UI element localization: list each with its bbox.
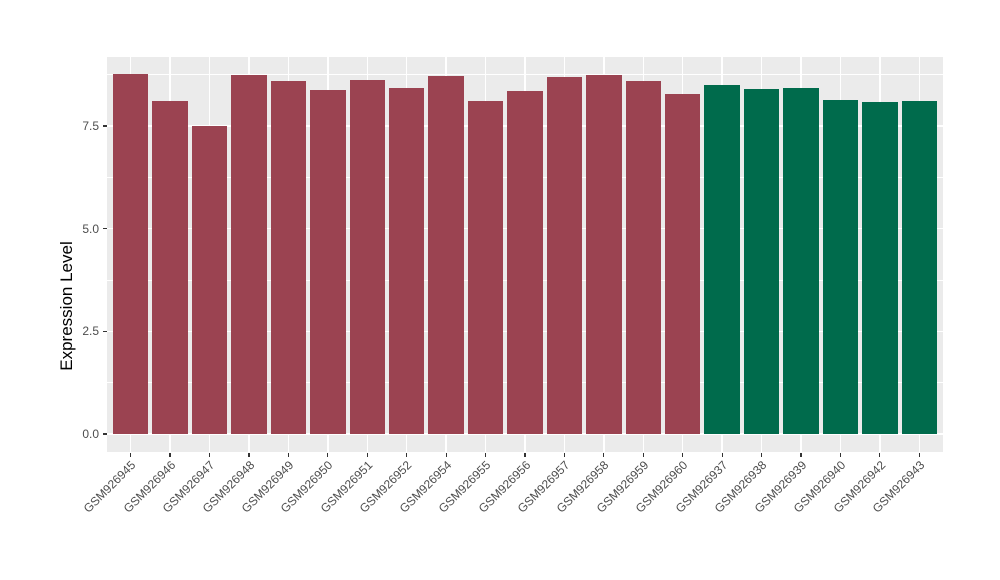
x-tick-mark — [445, 452, 447, 457]
x-tick-mark — [682, 452, 684, 457]
bar-GSM926947 — [191, 125, 228, 434]
x-tick-mark — [603, 452, 605, 457]
x-tick-mark — [721, 452, 723, 457]
x-tick-mark — [366, 452, 368, 457]
x-tick-mark — [406, 452, 408, 457]
x-tick-mark — [484, 452, 487, 457]
bar-GSM926945 — [112, 74, 149, 434]
bar-GSM926955 — [467, 100, 504, 434]
x-tick-mark — [839, 452, 842, 457]
x-tick-mark — [327, 452, 329, 457]
y-tick-label: 7.5 — [82, 118, 99, 133]
bar-GSM926957 — [546, 77, 583, 434]
plot-panel — [107, 57, 943, 452]
bar-GSM926950 — [310, 90, 346, 434]
y-tick-mark — [102, 433, 107, 435]
bar-GSM926948 — [231, 74, 267, 434]
x-tick-mark — [208, 452, 211, 457]
bar-GSM926958 — [586, 75, 622, 434]
y-axis-title: Expression Level — [57, 240, 76, 371]
y-tick-label: 2.5 — [82, 324, 99, 339]
x-tick-mark — [642, 452, 644, 457]
bar-GSM926959 — [625, 80, 662, 434]
x-tick-mark — [918, 452, 920, 457]
y-tick-mark — [102, 228, 107, 230]
x-tick-mark — [563, 452, 566, 457]
x-tick-mark — [761, 452, 763, 457]
x-tick-mark — [287, 452, 289, 457]
x-tick-mark — [169, 452, 171, 457]
bar-GSM926946 — [152, 101, 188, 434]
bar-GSM926952 — [388, 88, 425, 434]
bar-GSM926939 — [783, 88, 819, 434]
bar-GSM926937 — [704, 84, 740, 434]
bar-GSM926951 — [349, 80, 385, 434]
bar-GSM926943 — [901, 100, 938, 434]
bar-GSM926956 — [507, 91, 543, 434]
x-tick-mark — [248, 452, 250, 457]
bar-GSM926949 — [270, 81, 307, 434]
bar-GSM926938 — [743, 89, 780, 434]
x-tick-mark — [524, 452, 526, 457]
x-tick-mark — [800, 452, 802, 457]
bar-GSM926942 — [862, 101, 898, 434]
bar-GSM926960 — [664, 94, 701, 434]
bar-GSM926940 — [822, 99, 859, 434]
y-tick-mark — [102, 330, 107, 332]
x-tick-mark — [879, 452, 881, 457]
y-tick-mark — [102, 125, 107, 127]
y-tick-label: 0.0 — [82, 427, 99, 441]
y-tick-label: 5.0 — [82, 221, 99, 236]
bar-GSM926954 — [428, 75, 464, 434]
x-tick-mark — [130, 452, 132, 457]
